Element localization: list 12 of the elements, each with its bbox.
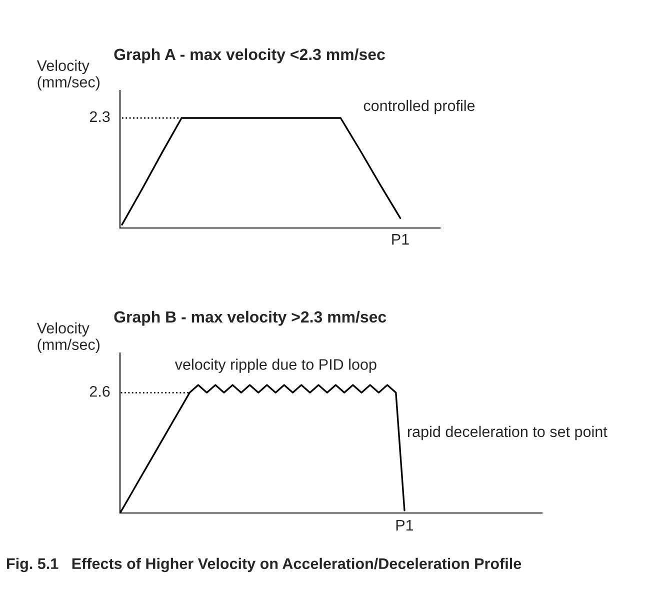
text: P1 bbox=[392, 234, 409, 245]
text: 2.6 bbox=[90, 386, 110, 397]
text: velocity ripple due to PID loop bbox=[174, 358, 376, 373]
y-axis-title: Velocity (mm/sec) bbox=[36, 322, 100, 353]
text: controlled profile bbox=[364, 100, 475, 114]
y-axis-title: Velocity (mm/sec) bbox=[36, 60, 100, 90]
annotation: rapid deceleration to set point bbox=[408, 426, 608, 440]
caption: Fig. 5.1 Effects of Higher Velocity on Acceleration/Deceleration Profile bbox=[7, 558, 522, 572]
text: 2.3 bbox=[90, 111, 110, 122]
chart-title: Graph A - max velocity <2.3 mm/sec bbox=[114, 48, 385, 64]
chart-title: Graph B - max velocity >2.3 mm/sec bbox=[114, 310, 386, 326]
text: P1 bbox=[396, 520, 414, 530]
